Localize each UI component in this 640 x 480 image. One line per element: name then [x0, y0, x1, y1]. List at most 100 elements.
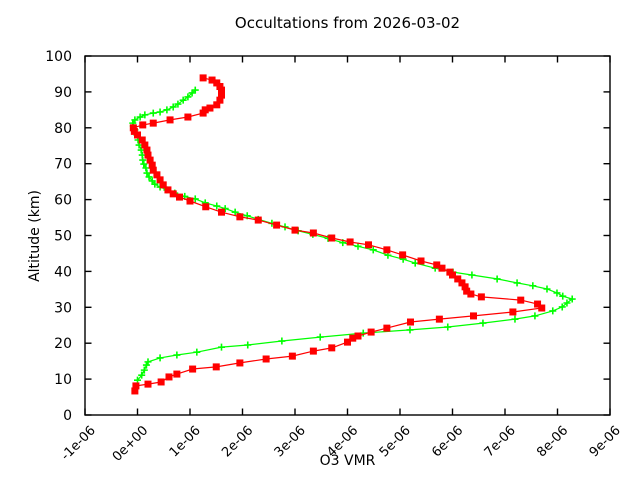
red-square-profile-marker — [157, 378, 165, 386]
red-square-profile-marker — [212, 363, 220, 371]
red-square-profile-marker — [273, 221, 281, 229]
red-square-profile-marker — [470, 312, 477, 320]
red-square-profile-marker — [517, 296, 525, 304]
x-axis-label: O3 VMR — [319, 453, 376, 469]
red-square-profile-line — [132, 77, 544, 392]
red-square-profile-marker — [144, 380, 152, 388]
red-square-profile-marker — [407, 318, 414, 326]
x-tick-label: 1e-06 — [167, 423, 204, 460]
red-square-profile-marker — [146, 156, 154, 164]
x-tick-label: 3e-06 — [272, 423, 309, 460]
red-square-profile-marker — [291, 226, 299, 234]
y-tick-label: 40 — [54, 264, 72, 280]
red-square-profile-marker — [433, 261, 441, 269]
red-square-profile-marker — [141, 141, 149, 149]
red-square-profile-marker — [218, 86, 225, 94]
red-square-profile-marker — [149, 119, 157, 127]
tick-labels: 0 10 20 30 40 50 60 70 80 90 100 -1e-06 0e+00 1e-06 2e… — [45, 49, 624, 465]
y-tick-label: 20 — [54, 336, 72, 352]
y-tick-label: 60 — [54, 193, 72, 209]
red-square-profile-marker — [399, 251, 407, 259]
red-square-profile-marker — [199, 74, 207, 82]
red-square-profile-marker — [166, 116, 174, 124]
x-tick-label: 8e-06 — [534, 423, 571, 460]
red-square-profile-marker — [383, 246, 391, 254]
red-square-profile-marker — [534, 300, 542, 308]
x-tick-label: 0e+00 — [110, 423, 152, 465]
red-square-profile-marker — [328, 234, 336, 242]
red-square-profile-marker — [349, 334, 357, 342]
x-tick-label: 4e-06 — [324, 423, 361, 460]
series-red-square-profile — [129, 74, 546, 395]
y-tick-label: 90 — [54, 85, 72, 101]
red-square-profile-marker — [213, 101, 221, 109]
red-square-profile-marker — [309, 229, 317, 237]
x-tick-label: 9e-06 — [587, 423, 624, 460]
red-square-profile-marker — [149, 166, 157, 174]
red-square-profile-marker — [367, 328, 375, 336]
red-square-profile-marker — [417, 257, 425, 265]
red-square-profile-marker — [130, 127, 138, 135]
red-square-profile-marker — [463, 287, 471, 295]
red-square-profile-marker — [148, 161, 156, 169]
red-square-profile-marker — [461, 283, 469, 291]
red-square-profile-marker — [184, 113, 192, 121]
y-tick-label: 0 — [63, 408, 72, 424]
green-plus-profile-markers — [129, 86, 576, 384]
red-square-profile-marker — [477, 293, 485, 301]
red-square-profile-marker — [288, 352, 296, 360]
x-tick-label: 6e-06 — [429, 423, 466, 460]
red-square-profile-marker — [165, 373, 173, 381]
red-square-profile-marker — [354, 332, 362, 340]
red-square-profile-marker — [176, 193, 183, 201]
red-square-profile-marker — [365, 241, 372, 249]
red-square-profile-marker — [454, 275, 462, 283]
red-square-profile-marker — [446, 268, 454, 276]
red-square-profile-marker — [383, 324, 391, 332]
x-tick-label: -1e-06 — [58, 423, 98, 463]
red-square-profile-marker — [169, 190, 177, 198]
red-square-profile-marker — [236, 213, 244, 221]
y-tick-label: 30 — [54, 300, 72, 316]
red-square-profile-marker — [344, 338, 351, 346]
red-square-profile-marker — [159, 181, 167, 189]
red-square-profile-marker — [236, 359, 244, 367]
red-square-profile-marker — [139, 121, 147, 129]
y-tick-label: 10 — [54, 372, 72, 388]
red-square-profile-marker — [131, 387, 139, 395]
y-tick-label: 70 — [54, 157, 72, 173]
red-square-profile-marker — [509, 308, 517, 316]
chart-title: Occultations from 2026-03-02 — [234, 14, 461, 32]
red-square-profile-marker — [538, 304, 546, 312]
red-square-profile-marker — [134, 131, 141, 139]
red-square-profile-marker — [186, 197, 194, 205]
red-square-profile-marker — [467, 290, 475, 298]
red-square-profile-marker — [132, 382, 140, 390]
red-square-profile-marker — [156, 176, 164, 184]
red-square-profile-marker — [438, 264, 446, 272]
red-square-profile-marker — [458, 279, 466, 287]
x-tick-label: 7e-06 — [482, 423, 519, 460]
x-tick-label: 2e-06 — [219, 423, 256, 460]
y-tick-label: 100 — [45, 49, 72, 65]
red-square-profile-marker — [216, 96, 224, 104]
red-square-profile-marker — [164, 186, 172, 194]
red-square-profile-marker — [213, 79, 221, 87]
red-square-profile-marker — [189, 365, 197, 373]
red-square-profile-marker — [202, 203, 210, 211]
red-square-profile-marker — [218, 91, 225, 99]
red-square-profile-marker — [144, 151, 152, 159]
red-square-profile-marker — [206, 104, 214, 112]
red-square-profile-marker — [138, 136, 146, 144]
y-tick-label: 80 — [54, 121, 72, 137]
red-square-profile-marker — [201, 106, 209, 114]
y-tick-label: 50 — [54, 229, 72, 245]
axes — [84, 55, 611, 416]
red-square-profile-marker — [218, 208, 225, 216]
red-square-profile-marker — [346, 238, 354, 246]
red-square-profile-marker — [173, 370, 181, 378]
x-tick-label: 5e-06 — [377, 423, 414, 460]
red-square-profile-marker — [153, 171, 161, 179]
